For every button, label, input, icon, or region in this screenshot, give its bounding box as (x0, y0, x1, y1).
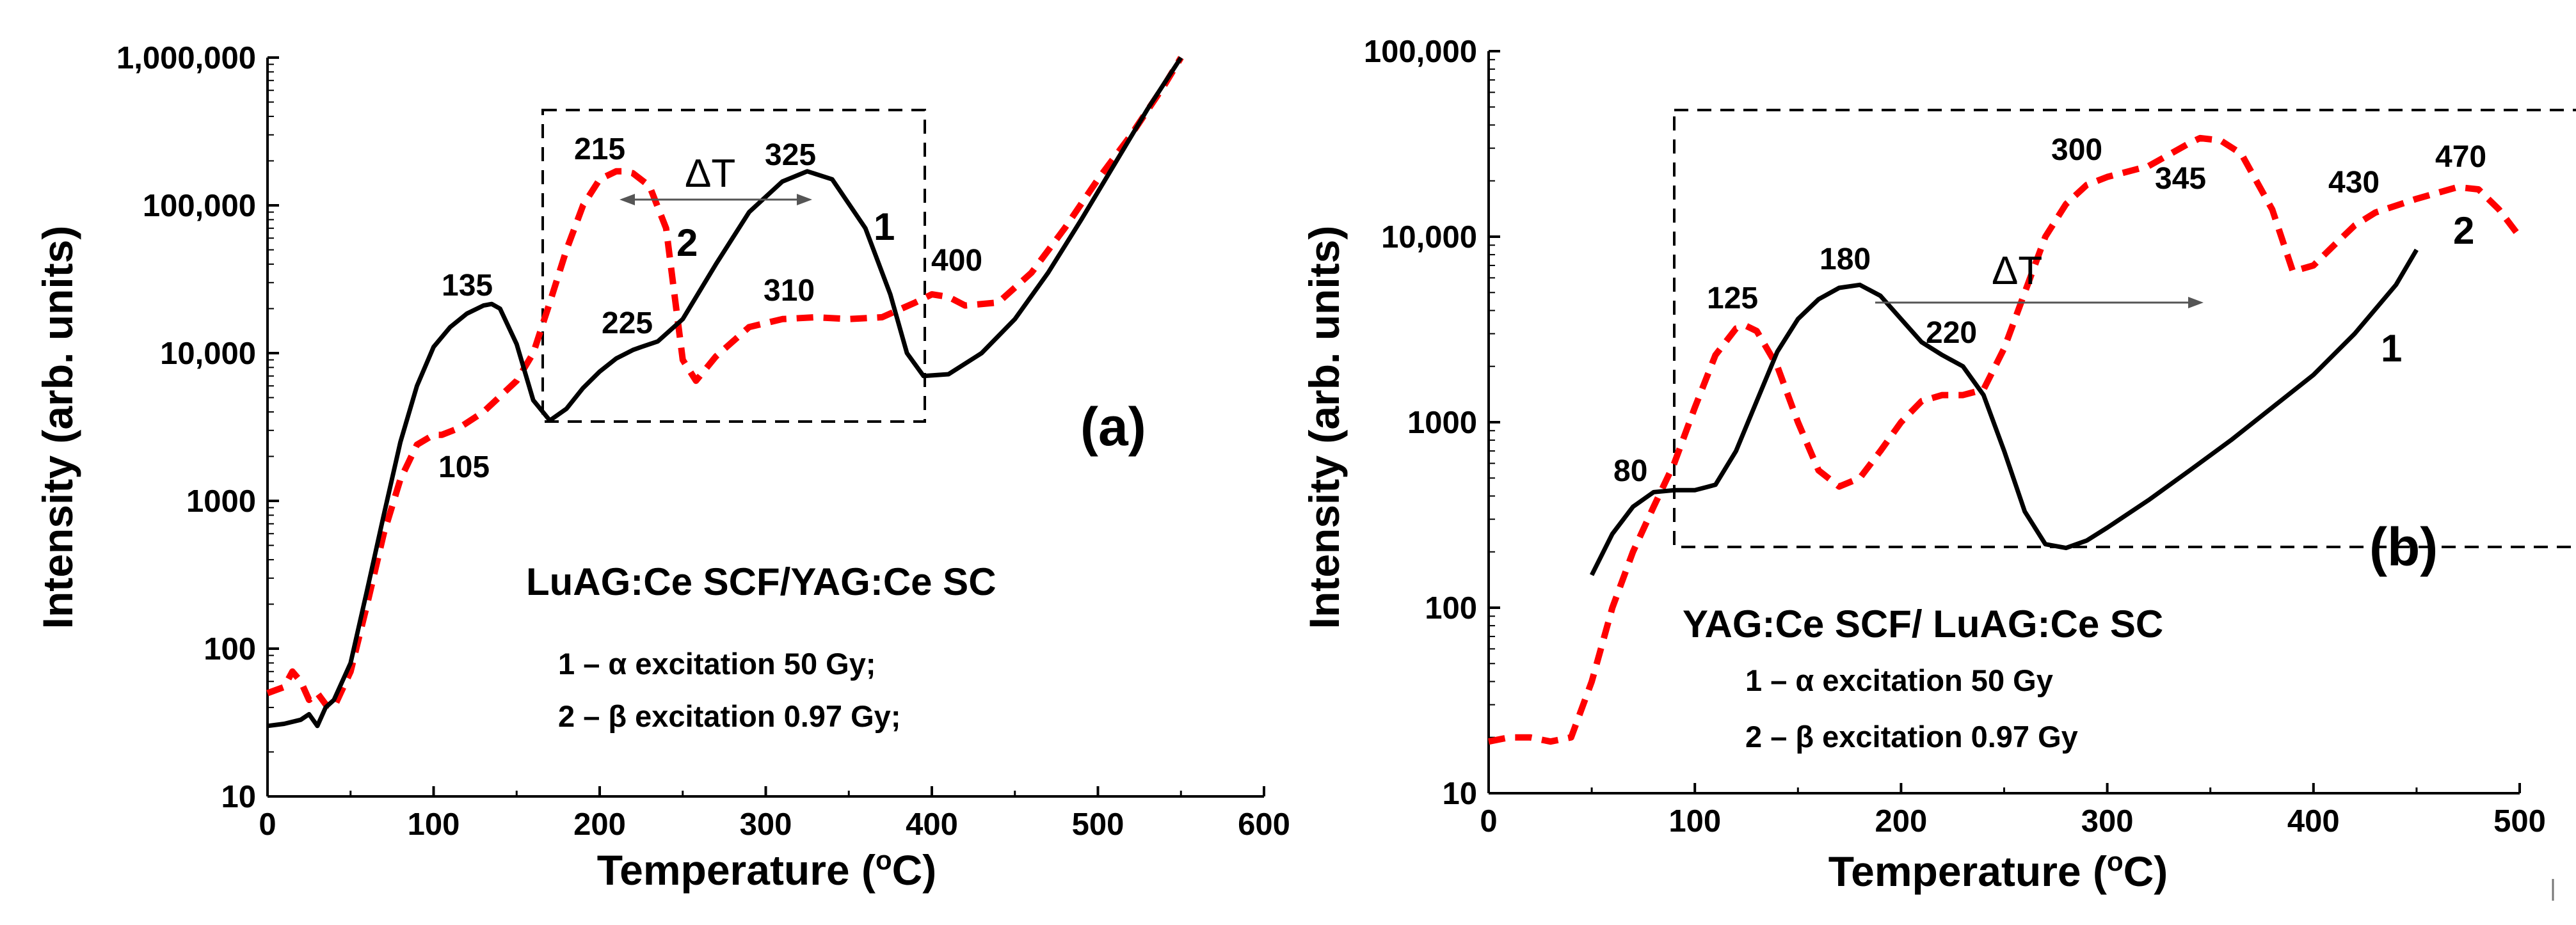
panel-b-peak-label: 125 (1707, 281, 1758, 315)
panel-a-legend-2: 2 – β excitation 0.97 Gy; (558, 699, 900, 733)
panel-b-legend-1: 1 – α excitation 50 Gy (1745, 663, 2053, 697)
y-tick-label: 1000 (1407, 406, 1477, 440)
y-tick-label: 1000 (186, 484, 256, 519)
x-tick-label: 400 (906, 807, 958, 842)
panel-b-series (1488, 134, 2522, 745)
y-tick-label: 100,000 (1364, 35, 1477, 69)
x-tick-label: 0 (259, 807, 276, 842)
y-tick-label: 100,000 (143, 189, 256, 223)
x-tick-label: 100 (1668, 804, 1721, 839)
series-1-line (1589, 248, 2419, 576)
panel-a-peak-label: 225 (602, 306, 653, 340)
panel-b-ticks: 0 100 200 300 400 500 10 100 1000 10,000 100,000 (1364, 35, 2546, 839)
panel-a-peak-label: 325 (765, 138, 816, 172)
y-tick-label: 100 (204, 632, 256, 667)
x-tick-label: 600 (1238, 807, 1290, 842)
panel-a-x-axis-title: Temperature (oC) (597, 845, 937, 894)
panel-a-curve-number: 1 (874, 205, 895, 248)
y-tick-label: 10,000 (160, 336, 256, 371)
panel-a-series (266, 56, 1184, 729)
panel-b-curve-number: 2 (2453, 209, 2474, 252)
panel-a-ticks: 0 100 200 300 400 500 600 10 100 1000 10,000 100,00… (116, 41, 1290, 842)
panel-a-arrow-head-right (797, 194, 812, 205)
series-2-line (1488, 134, 2522, 745)
x-tick-label: 0 (1480, 804, 1497, 839)
panel-b-peak-label: 80 (1613, 454, 1647, 488)
y-tick-label: 10 (1442, 777, 1477, 811)
panel-b-y-axis-title: Intensity (arb. units) (1300, 226, 1348, 629)
panel-a-y-axis-title: Intensity (arb. units) (34, 226, 81, 629)
y-tick-label: 10 (221, 780, 256, 814)
panel-b-peak-label: 300 (2051, 133, 2102, 167)
x-tick-label: 100 (408, 807, 460, 842)
panel-b-delta-t-label: ΔT (1992, 249, 2042, 293)
panel-b-x-axis-title: Temperature (oC) (1828, 846, 2168, 895)
y-tick-label: 100 (1425, 591, 1477, 626)
panel-b-peak-label: 220 (1926, 316, 1977, 350)
panel-a-letter: (a) (1080, 397, 1146, 457)
panel-a-curve-number: 2 (676, 221, 698, 264)
panel-b-legend-2: 2 – β excitation 0.97 Gy (1745, 720, 2078, 754)
panel-b-peak-label: 470 (2435, 140, 2486, 174)
y-tick-label: 10,000 (1381, 220, 1477, 255)
panel-a-arrow-head-left (620, 194, 635, 205)
x-tick-label: 500 (1072, 807, 1124, 842)
series-2-line (266, 56, 1184, 711)
panel-b-peak-label: 430 (2328, 166, 2380, 200)
panel-a-peak-label: 400 (931, 244, 982, 278)
panel-a: 0 100 200 300 400 500 600 10 100 1000 10,000 100,00… (34, 41, 1290, 894)
y-tick-label: 1,000,000 (116, 41, 256, 75)
panel-a-sample-title: LuAG:Ce SCF/YAG:Ce SC (526, 560, 996, 603)
x-tick-label: 500 (2493, 804, 2546, 839)
panel-b-curve-number: 1 (2381, 327, 2402, 370)
x-tick-label: 400 (2287, 804, 2340, 839)
panel-b-sample-title: YAG:Ce SCF/ LuAG:Ce SC (1683, 603, 2163, 645)
panel-b-arrow-head-right (2188, 297, 2204, 308)
x-tick-label: 300 (740, 807, 792, 842)
x-tick-label: 200 (1875, 804, 1928, 839)
panel-b-region-box (1673, 109, 2576, 548)
panel-b: 0 100 200 300 400 500 10 100 1000 10,000 100,000 Δ… (1300, 35, 2576, 895)
panel-a-peak-label: 135 (442, 269, 493, 303)
x-tick-label: 300 (2081, 804, 2134, 839)
panel-a-delta-t-label: ΔT (685, 152, 735, 196)
panel-b-peak-label: 345 (2155, 162, 2206, 196)
panel-b-peak-label: 180 (1820, 242, 1871, 276)
panel-a-peak-label: 215 (574, 132, 625, 166)
panel-b-letter: (b) (2369, 517, 2438, 577)
panel-a-region-box (541, 109, 926, 423)
panel-a-legend-1: 1 – α excitation 50 Gy; (558, 647, 876, 681)
panel-a-peak-label: 105 (438, 450, 490, 484)
panel-a-peak-label: 310 (764, 274, 815, 308)
x-tick-label: 200 (573, 807, 626, 842)
series-1-line (267, 56, 1183, 729)
